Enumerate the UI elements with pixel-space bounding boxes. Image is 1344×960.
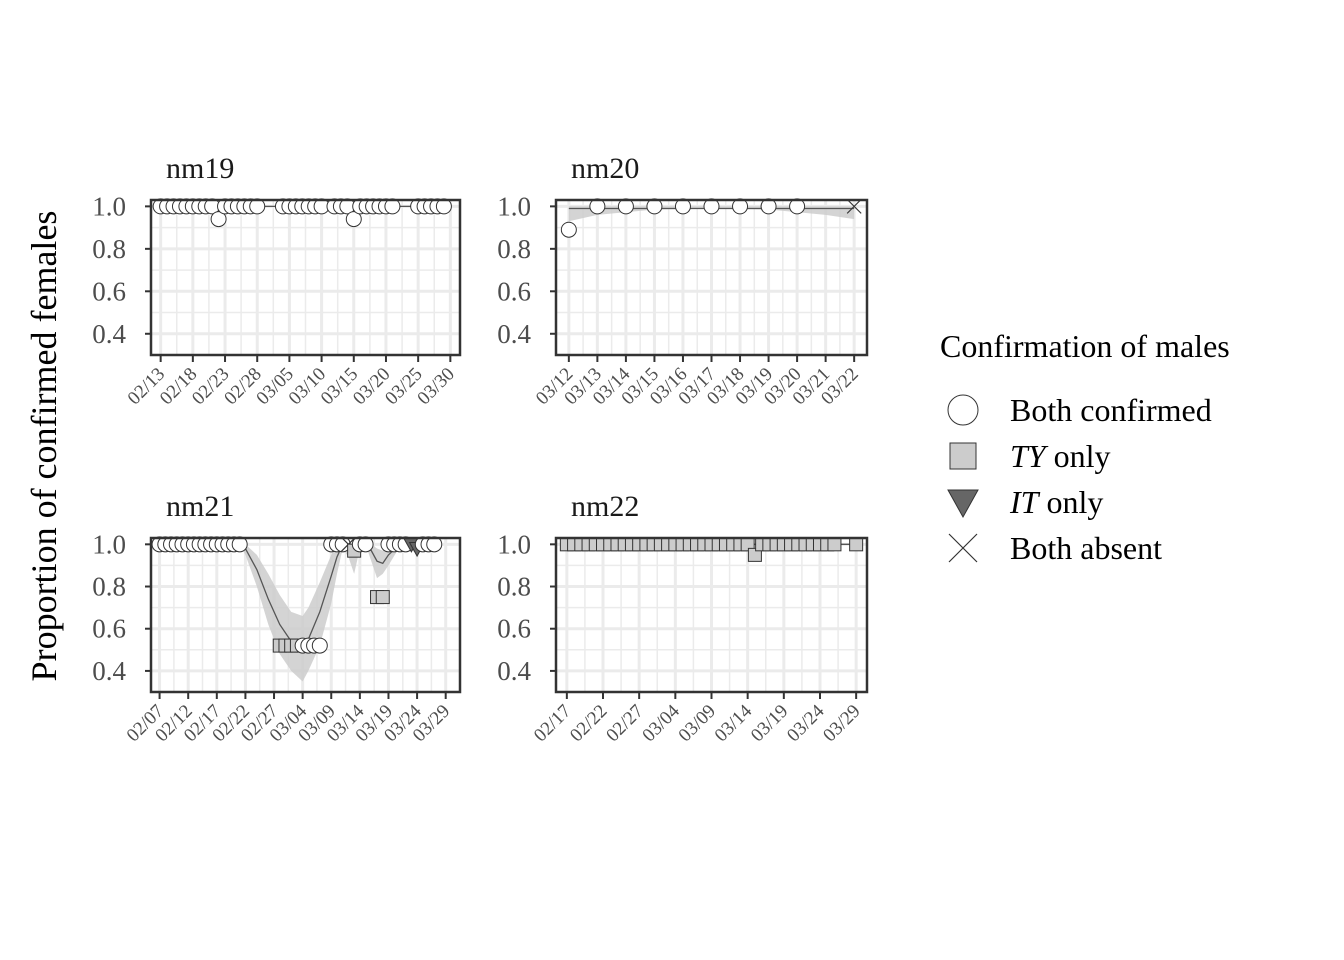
panel-title: nm22 bbox=[571, 490, 639, 523]
legend-label: TY only bbox=[1010, 438, 1110, 474]
y-axis-label: Proportion of confirmed females bbox=[24, 211, 64, 682]
data-points bbox=[152, 198, 452, 228]
legend-label: Both confirmed bbox=[1010, 392, 1212, 428]
y-tick-label: 1.0 bbox=[497, 191, 531, 221]
panel-title: nm21 bbox=[166, 490, 234, 523]
legend-label-italic: IT bbox=[1009, 484, 1041, 520]
legend-item-it: IT only bbox=[947, 484, 1103, 520]
x-tick-label: 02/23 bbox=[188, 364, 233, 409]
data-point-both bbox=[345, 211, 362, 228]
panel-nm20: 1.00.80.60.403/1203/1303/1403/1503/1603/… bbox=[497, 152, 869, 409]
panel-title: nm20 bbox=[571, 152, 639, 185]
y-tick-label: 0.4 bbox=[497, 656, 531, 686]
x-tick-label: 02/27 bbox=[602, 701, 647, 746]
legend-item-both: Both confirmed bbox=[947, 392, 1212, 428]
legend-key-circle bbox=[947, 394, 979, 426]
data-point-ty bbox=[375, 590, 390, 605]
legend-label-text: only bbox=[1038, 484, 1103, 520]
x-tick-label: 02/22 bbox=[566, 701, 611, 746]
legend-label-italic: TY bbox=[1010, 438, 1049, 474]
data-point-both bbox=[560, 221, 577, 238]
panel-nm21: 1.00.80.60.402/0702/1202/1702/2202/2703/… bbox=[92, 490, 462, 746]
x-tick-label: 02/13 bbox=[124, 364, 169, 409]
legend-title: Confirmation of males bbox=[940, 328, 1230, 364]
confidence-ribbon bbox=[568, 206, 855, 222]
legend-label-text: only bbox=[1046, 438, 1111, 474]
legend-label-text: Both absent bbox=[1010, 530, 1162, 566]
legend-key-cross bbox=[948, 533, 978, 563]
y-tick-label: 0.8 bbox=[92, 572, 126, 602]
x-tick-label: 02/18 bbox=[156, 364, 201, 409]
confidence-ribbon bbox=[159, 544, 435, 682]
legend-label: Both absent bbox=[1010, 530, 1162, 566]
legend-item-ty: TY only bbox=[949, 438, 1110, 474]
y-tick-label: 0.6 bbox=[497, 614, 531, 644]
panel-border bbox=[149, 198, 462, 357]
grid bbox=[556, 538, 867, 693]
legend-key-square bbox=[949, 442, 977, 470]
data-point-ty bbox=[747, 547, 762, 562]
x-tick-label: 03/19 bbox=[747, 701, 792, 746]
x-tick-label: 03/20 bbox=[349, 364, 394, 409]
y-tick-label: 0.6 bbox=[92, 276, 126, 306]
y-tick-label: 0.8 bbox=[497, 234, 531, 264]
x-tick-label: 03/05 bbox=[252, 364, 297, 409]
data-point-both bbox=[210, 211, 227, 228]
x-tick-label: 03/04 bbox=[638, 700, 684, 746]
y-tick-label: 0.6 bbox=[497, 276, 531, 306]
y-tick-label: 1.0 bbox=[497, 529, 531, 559]
x-tick-label: 03/25 bbox=[381, 364, 426, 409]
data-point-ty bbox=[827, 537, 842, 552]
data-point-none bbox=[846, 198, 862, 214]
panel-nm19: 1.00.80.60.402/1302/1802/2302/2803/0503/… bbox=[92, 152, 462, 409]
grid bbox=[151, 200, 460, 356]
x-tick-label: 03/14 bbox=[711, 700, 757, 746]
x-tick-label: 03/15 bbox=[317, 364, 362, 409]
x-tick-label: 02/17 bbox=[530, 701, 575, 746]
y-tick-label: 0.4 bbox=[92, 656, 126, 686]
y-tick-label: 1.0 bbox=[92, 191, 126, 221]
x-tick-label: 03/09 bbox=[675, 701, 720, 746]
panel-nm22: 1.00.80.60.402/1702/2202/2703/0403/0903/… bbox=[497, 490, 869, 746]
x-tick-label: 03/10 bbox=[285, 364, 330, 409]
panel-title: nm19 bbox=[166, 152, 234, 185]
x-tick-label: 03/30 bbox=[413, 364, 458, 409]
y-tick-label: 0.6 bbox=[92, 614, 126, 644]
data-points bbox=[559, 537, 864, 562]
y-tick-label: 0.8 bbox=[92, 234, 126, 264]
panel-border bbox=[149, 536, 462, 694]
x-tick-label: 03/24 bbox=[783, 700, 829, 746]
legend: Confirmation of males Both confirmed TY o… bbox=[940, 328, 1230, 566]
y-tick-label: 0.4 bbox=[497, 319, 531, 349]
legend-item-none: Both absent bbox=[948, 530, 1162, 566]
data-point-both bbox=[311, 637, 328, 654]
x-tick-label: 02/28 bbox=[220, 364, 265, 409]
legend-label: IT only bbox=[1009, 484, 1103, 520]
legend-label-text: Both confirmed bbox=[1010, 392, 1212, 428]
y-tick-label: 0.4 bbox=[92, 319, 126, 349]
y-tick-label: 0.8 bbox=[497, 572, 531, 602]
y-tick-label: 1.0 bbox=[92, 529, 126, 559]
panels: 1.00.80.60.402/1302/1802/2302/2803/0503/… bbox=[92, 152, 869, 746]
x-tick-label: 03/29 bbox=[819, 701, 864, 746]
data-point-ty bbox=[849, 537, 864, 552]
legend-key-triangle bbox=[947, 489, 979, 519]
